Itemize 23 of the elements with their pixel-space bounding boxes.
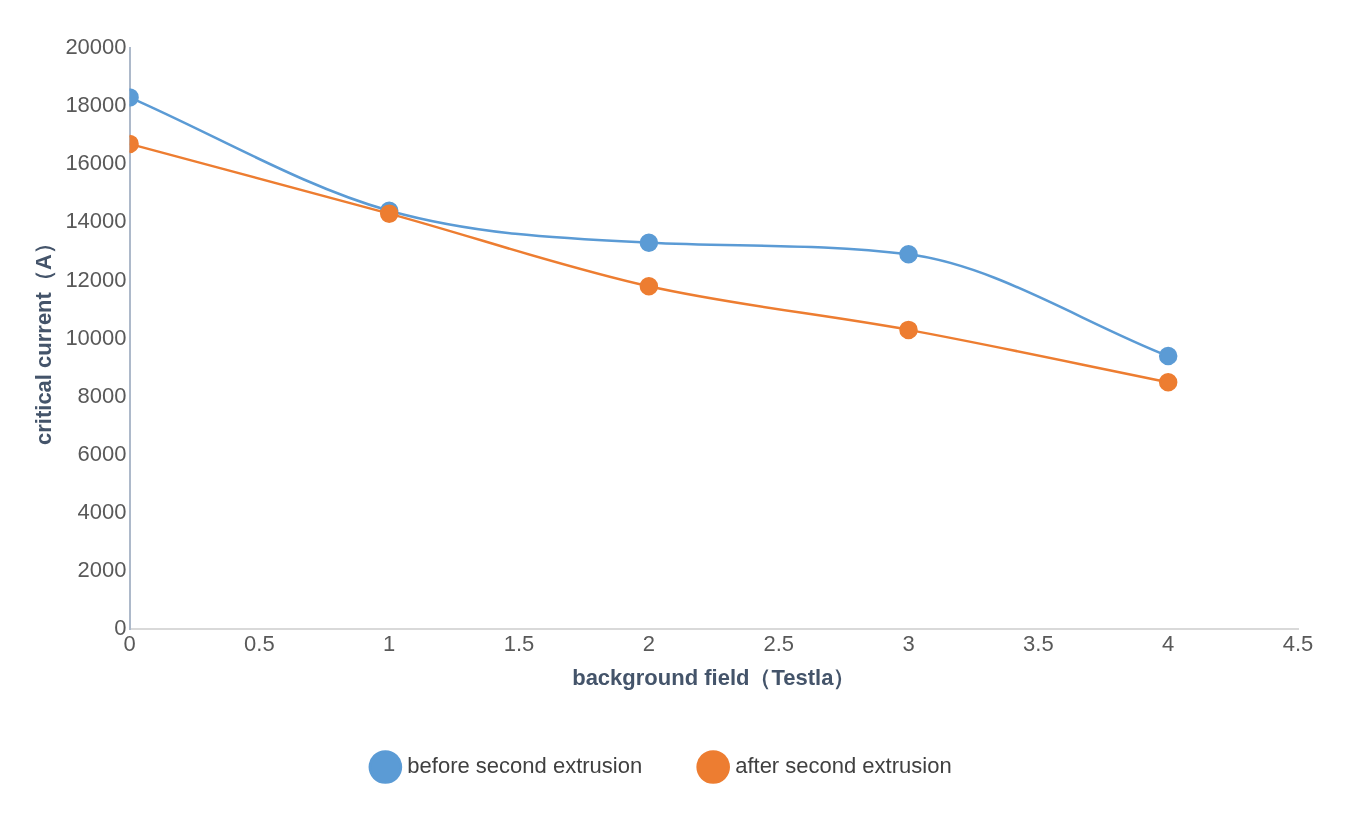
y-tick-label: 16000 bbox=[65, 150, 127, 176]
x-tick-label: 0.5 bbox=[244, 631, 275, 657]
x-tick-label: 2.5 bbox=[763, 631, 794, 657]
x-tick-label: 3 bbox=[902, 631, 915, 657]
x-axis-title: background field（Testla） bbox=[572, 664, 856, 690]
y-tick-label: 18000 bbox=[65, 92, 127, 118]
x-tick-label: 3.5 bbox=[1023, 631, 1054, 657]
x-tick-label: 1 bbox=[383, 631, 396, 657]
y-axis-title: critical current（A） bbox=[31, 232, 57, 445]
y-tick-label: 10000 bbox=[65, 324, 127, 350]
y-tick-label: 12000 bbox=[65, 266, 127, 292]
y-tick-label: 6000 bbox=[77, 440, 127, 466]
x-tick-label: 1.5 bbox=[503, 631, 535, 657]
y-tick-label: 8000 bbox=[77, 382, 127, 408]
x-tick-label: 4 bbox=[1162, 631, 1175, 657]
y-tick-label: 4000 bbox=[77, 499, 127, 525]
y-tick-label: 2000 bbox=[77, 557, 127, 583]
legend-label: after second extrusion bbox=[735, 753, 952, 779]
y-tick-label: 20000 bbox=[65, 34, 127, 60]
x-tick-label: 4.5 bbox=[1282, 631, 1314, 657]
x-tick-label: 2 bbox=[642, 631, 655, 657]
legend-label: before second extrusion bbox=[407, 753, 643, 779]
y-tick-label: 14000 bbox=[65, 208, 127, 234]
